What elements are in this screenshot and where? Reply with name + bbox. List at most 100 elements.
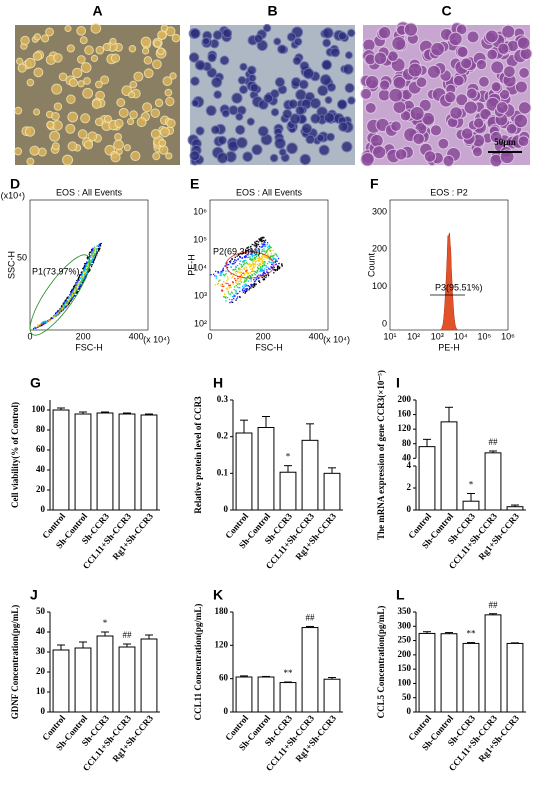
event-dot [260, 238, 262, 241]
event-dot [271, 266, 273, 269]
cell [299, 153, 311, 166]
event-dot [263, 255, 265, 257]
cell [189, 28, 201, 39]
y-tick-label: 80 [36, 424, 46, 434]
event-dot [48, 319, 50, 322]
cell [274, 76, 286, 88]
event-dot [234, 268, 236, 270]
event-dot [63, 303, 65, 305]
event-dot [245, 259, 247, 262]
cell [455, 23, 468, 36]
cell [72, 67, 83, 79]
y-tick-label: 10⁴ [193, 262, 207, 272]
event-dot [262, 272, 265, 274]
event-dot [225, 288, 227, 290]
event-dot [251, 250, 253, 252]
event-dot [71, 294, 74, 297]
event-dot [262, 243, 265, 245]
y-tick-label: 120 [215, 639, 229, 649]
micrograph [13, 23, 181, 166]
cell [24, 57, 36, 69]
event-dot [247, 256, 250, 258]
event-dot [276, 260, 278, 262]
event-dot [247, 280, 250, 282]
event-dot [74, 287, 77, 289]
event-dot [45, 321, 47, 324]
cell [53, 102, 63, 111]
cell [430, 41, 445, 57]
cell [166, 118, 176, 129]
event-dot [244, 252, 246, 255]
event-dot [258, 238, 261, 241]
event-dot [235, 284, 237, 287]
event-dot [259, 262, 261, 265]
event-dot [71, 297, 74, 299]
event-dot [83, 270, 85, 272]
event-dot [256, 270, 259, 273]
event-dot [247, 285, 250, 287]
event-dot [274, 269, 277, 272]
cell [90, 23, 102, 34]
event-dot [215, 270, 217, 273]
event-dot [258, 260, 261, 262]
event-dot [61, 305, 63, 307]
event-dot [235, 291, 237, 293]
cell [130, 150, 141, 162]
y-unit: (x10⁴) [1, 190, 25, 200]
event-dot [266, 249, 268, 252]
cell [136, 117, 147, 128]
cell [316, 133, 325, 143]
panel-letter: C [441, 3, 451, 19]
event-dot [66, 297, 68, 299]
event-dot [225, 296, 227, 298]
event-dot [264, 253, 266, 255]
cell [338, 31, 347, 41]
event-dot [257, 243, 260, 246]
event-dot [267, 257, 270, 259]
cell [486, 48, 499, 61]
event-dot [81, 275, 83, 277]
event-dot [95, 252, 98, 254]
cell [189, 150, 201, 161]
event-dot [92, 255, 95, 257]
event-dot [247, 273, 249, 275]
x-label: FSC-H [75, 342, 103, 352]
cell [82, 87, 94, 99]
y-tick-label: 0 [41, 504, 46, 514]
cell [317, 84, 329, 97]
y-tick-label: 40 [402, 452, 412, 462]
cell [449, 106, 463, 120]
event-dot [224, 297, 227, 299]
event-dot [259, 267, 261, 270]
event-dot [253, 280, 256, 283]
event-dot [260, 268, 262, 270]
y-tick-label: 0 [224, 504, 229, 514]
event-dot [263, 271, 265, 274]
event-dot [265, 251, 268, 253]
event-dot [231, 277, 233, 279]
bar [235, 676, 253, 713]
y-tick-label: 100 [32, 404, 46, 414]
event-dot [250, 268, 252, 270]
event-dot [253, 252, 255, 254]
event-dot [277, 265, 279, 268]
event-dot [65, 303, 67, 305]
event-dot [74, 291, 76, 293]
event-dot [242, 290, 244, 292]
cell [77, 129, 88, 139]
event-dot [96, 252, 98, 254]
event-dot [82, 271, 84, 273]
event-dot [261, 274, 264, 277]
event-dot [88, 253, 90, 255]
y-tick-label: 60 [219, 673, 229, 683]
event-dot [229, 301, 231, 304]
event-dot [86, 268, 88, 271]
event-dot [225, 270, 227, 272]
cell [378, 25, 392, 40]
event-dot [231, 301, 234, 304]
cell [288, 99, 299, 109]
events [439, 231, 459, 331]
event-dot [230, 301, 232, 303]
event-dot [267, 246, 269, 248]
event-dot [257, 257, 259, 260]
